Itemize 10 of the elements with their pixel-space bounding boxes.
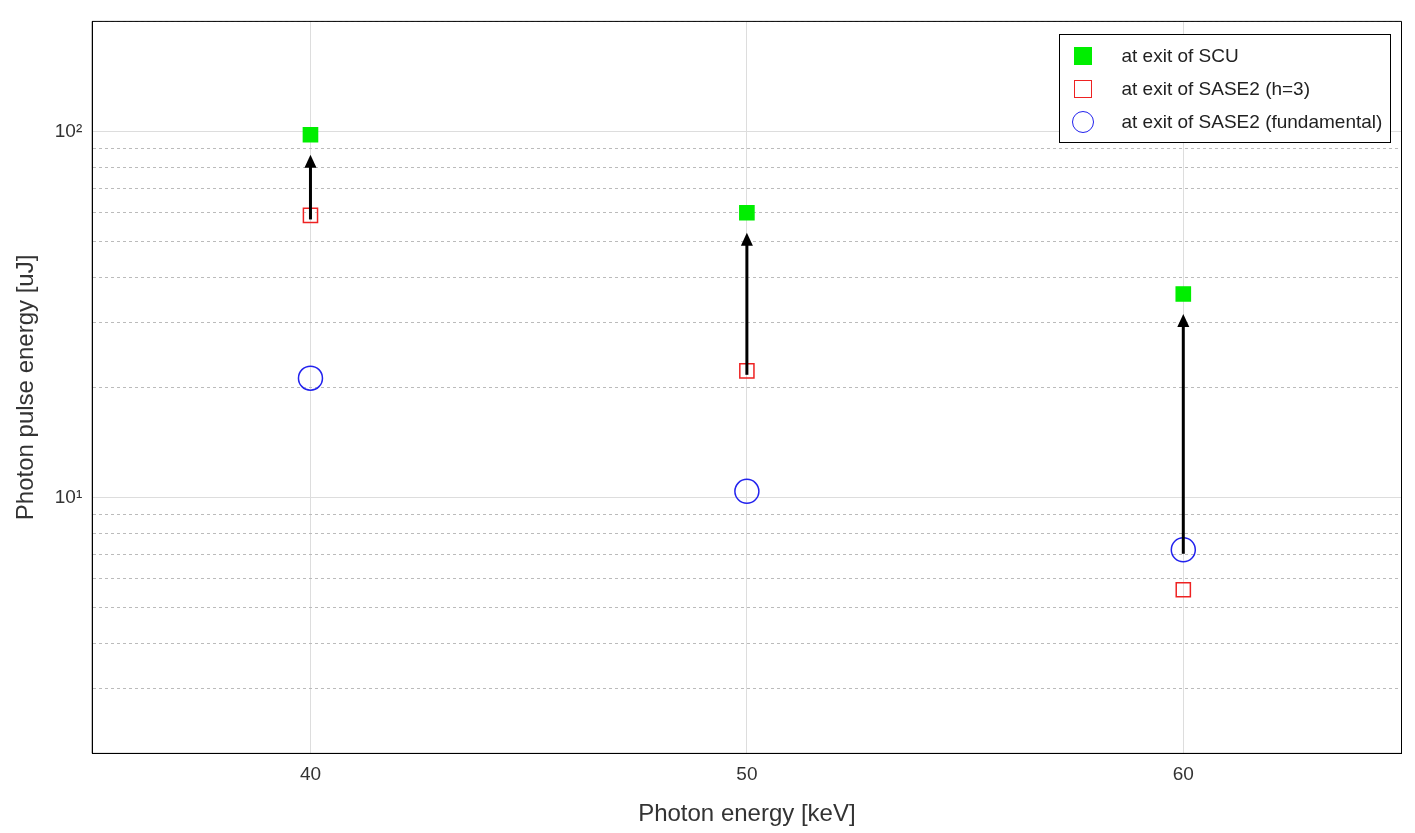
x-tick-label: 60 xyxy=(1172,763,1194,785)
x-tick-label: 50 xyxy=(736,763,758,785)
legend-label: at exit of SASE2 (fundamental) xyxy=(1121,110,1383,133)
y-tick-label: 10² xyxy=(54,119,83,141)
legend-label: at exit of SCU xyxy=(1121,44,1239,67)
legend-label: at exit of SASE2 (h=3) xyxy=(1121,77,1311,100)
x-axis-title: Photon energy [keV] xyxy=(638,799,856,827)
y-tick-label: 10¹ xyxy=(54,485,83,507)
y-axis-title: Photon pulse energy [uJ] xyxy=(11,254,39,521)
x-tick-label: 40 xyxy=(299,763,322,785)
